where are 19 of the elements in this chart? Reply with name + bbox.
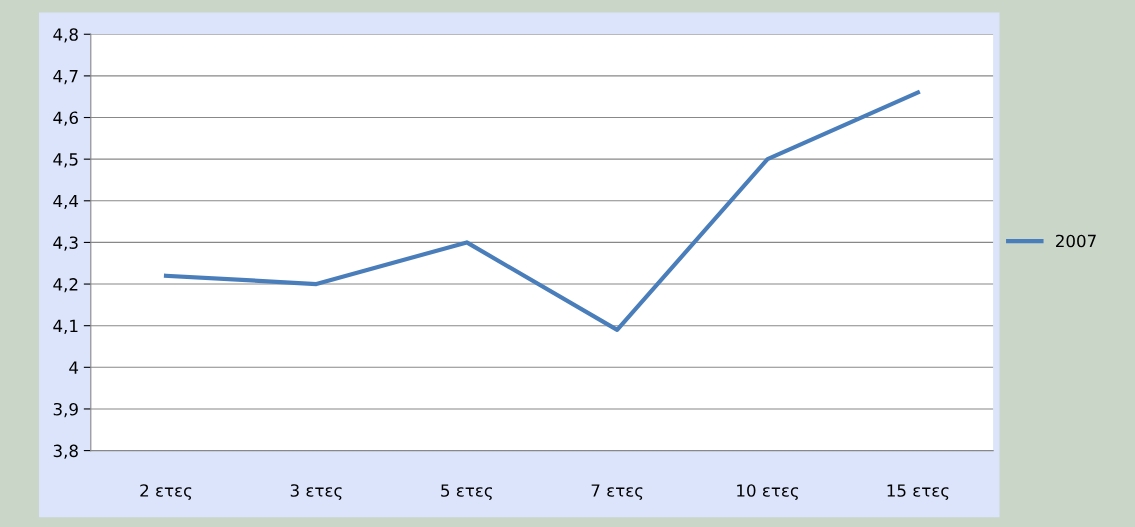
x-tick-label: 10 ετες [737, 484, 799, 501]
x-tick-label: 15 ετες [887, 484, 949, 501]
y-tick-label: 3,8 [53, 444, 78, 459]
x-tick-label: 5 ετες [441, 484, 492, 501]
line-series [163, 90, 921, 332]
y-tick-label: 4 [69, 361, 79, 374]
y-tick-label: 4,5 [53, 153, 78, 168]
y-tick-label: 4,3 [53, 236, 78, 251]
y-tick-label: 4,7 [53, 70, 78, 85]
x-tick-label: 2 ετες [140, 484, 192, 501]
y-tick-label: 3,9 [53, 402, 78, 418]
y-tick-label: 4,4 [53, 194, 79, 210]
x-tick-label: 7 ετες [591, 484, 643, 501]
y-tick-label: 4,6 [53, 111, 78, 126]
legend-label: 2007 [1056, 234, 1096, 248]
x-tick-label: 3 ετες [290, 484, 342, 501]
y-tick-label: 4,1 [53, 319, 78, 334]
y-tick-label: 4,2 [53, 278, 78, 293]
y-tick-label: 4,8 [53, 28, 78, 43]
